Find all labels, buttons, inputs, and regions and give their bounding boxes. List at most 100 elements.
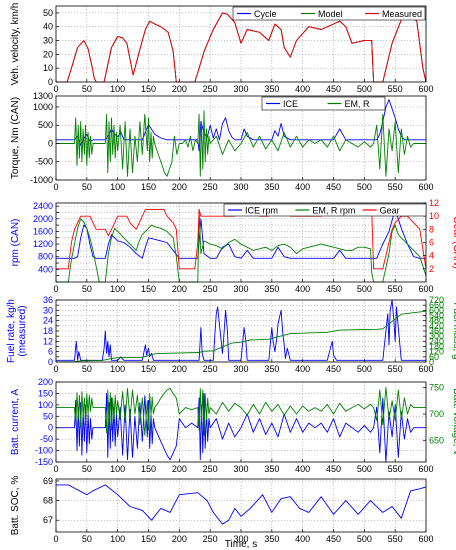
y-tick-label: 10 (43, 63, 53, 73)
x-tick-label: 500 (357, 534, 372, 544)
y-tick-label-right: 540 (429, 311, 444, 321)
y-axis-label: Torque, Nm (CAN) (10, 97, 21, 179)
y-tick-label-right: 10 (429, 211, 439, 221)
y-axis-label: Fuel rate, kg/h(measured) (6, 299, 28, 363)
y-tick-label: 18 (43, 326, 53, 336)
panel-6: 67 68 69 0 50 100 150 200 250 300 350 400 450 500 550 6… (10, 476, 434, 544)
x-tick-label: 300 (233, 364, 248, 374)
legend-label: Cycle (254, 9, 277, 19)
y-tick-label-right: 360 (429, 326, 444, 336)
series-line-1 (56, 208, 426, 259)
x-tick-label: 600 (418, 364, 433, 374)
legend-label: Gear (380, 206, 400, 216)
y-tick-label-right: 60 (429, 352, 439, 362)
x-tick-label: 150 (141, 364, 156, 374)
legend: Cycle Model Measured (232, 6, 426, 21)
x-tick-label: 400 (295, 464, 310, 474)
y-tick-label: -500 (35, 157, 53, 167)
x-tick-label: 250 (203, 364, 218, 374)
y-tick-label-right: 4 (429, 251, 434, 261)
y-axis-label: Batt. SOC, % (10, 476, 21, 536)
y-tick-label-right: 720 (429, 295, 444, 305)
series-line-2 (55, 310, 427, 363)
x-tick-label: 250 (203, 464, 218, 474)
y-axis-label-right: Gear (CAN) (451, 216, 456, 269)
y-tick-label: 1600 (33, 226, 53, 236)
y-tick-label: 150 (38, 388, 53, 398)
y-tick-label: 1300 (33, 91, 53, 101)
x-tick-label: 600 (418, 84, 433, 94)
legend-box (232, 6, 426, 21)
y-axis-label: Batt. current, A (10, 389, 21, 455)
y-tick-label: 36 (43, 295, 53, 305)
legend-box (223, 203, 427, 217)
x-tick-label: 200 (172, 182, 187, 192)
x-tick-label: 50 (82, 464, 92, 474)
y-tick-label-right: 2 (429, 264, 434, 274)
x-tick-label: 150 (141, 84, 156, 94)
y-axis-label: Veh. velocity, km/h (10, 3, 21, 86)
x-tick-label: 350 (264, 534, 279, 544)
y-tick-label: 68 (43, 496, 53, 506)
series-line-1 (56, 392, 426, 463)
legend: ICE EM, R (261, 96, 386, 111)
y-tick-label: 40 (43, 22, 53, 32)
y-tick-label-right: 300 (429, 331, 444, 341)
series-line-1 (56, 299, 426, 361)
legend-label: ICE rpm (245, 206, 278, 216)
x-tick-label: 450 (326, 464, 341, 474)
x-tick-label: 400 (295, 534, 310, 544)
legend-label: ICE (283, 99, 298, 109)
legend-label: Model (318, 9, 343, 19)
x-tick-label: 250 (203, 534, 218, 544)
y-tick-label-right: 480 (429, 316, 444, 326)
y-tick-label-right: 420 (429, 321, 444, 331)
x-tick-label: 450 (326, 182, 341, 192)
x-tick-label: 50 (82, 84, 92, 94)
x-tick-label: 100 (110, 182, 125, 192)
x-tick-label: 250 (203, 84, 218, 94)
x-tick-label: 450 (326, 84, 341, 94)
y-tick-label: 20 (43, 49, 53, 59)
y-tick-label-right: 750 (429, 382, 444, 392)
y-tick-label: 69 (43, 476, 53, 486)
x-tick-label: 400 (295, 84, 310, 94)
x-tick-label: 400 (295, 182, 310, 192)
x-tick-label: 300 (233, 182, 248, 192)
legend-label: Measured (382, 9, 422, 19)
x-tick-label: 200 (172, 364, 187, 374)
x-tick-label: 350 (264, 84, 279, 94)
x-tick-label: 350 (264, 364, 279, 374)
y-tick-label-right: 650 (429, 436, 444, 446)
x-tick-label: 600 (418, 464, 433, 474)
y-tick-label: 50 (43, 411, 53, 421)
x-tick-label: 550 (388, 464, 403, 474)
y-tick-label: -150 (35, 457, 53, 467)
y-axis-label-right: Fuel mass, g (451, 302, 456, 359)
x-tick-label: 150 (141, 182, 156, 192)
y-tick-label: 100 (38, 400, 53, 410)
x-tick-label: 300 (233, 284, 248, 294)
x-tick-label: 0 (53, 464, 58, 474)
x-tick-label: 600 (418, 284, 433, 294)
x-tick-label: 500 (357, 364, 372, 374)
x-tick-label: 550 (388, 364, 403, 374)
y-tick-label: 6 (48, 347, 53, 357)
x-tick-label: 250 (203, 182, 218, 192)
legend: ICE rpm EM, R rpm Gear (223, 203, 427, 217)
x-tick-label: 400 (295, 364, 310, 374)
x-tick-label: 100 (110, 464, 125, 474)
y-tick-label: 0 (48, 77, 53, 87)
legend-label: EM, R rpm (312, 206, 355, 216)
y-tick-label: 12 (43, 336, 53, 346)
y-tick-label-right: 6 (429, 238, 434, 248)
x-tick-label: 0 (53, 364, 58, 374)
y-tick-label-right: 0 (429, 357, 434, 367)
x-tick-label: 100 (110, 534, 125, 544)
x-tick-label: 550 (388, 182, 403, 192)
x-tick-label: 250 (203, 284, 218, 294)
x-tick-label: 500 (357, 84, 372, 94)
